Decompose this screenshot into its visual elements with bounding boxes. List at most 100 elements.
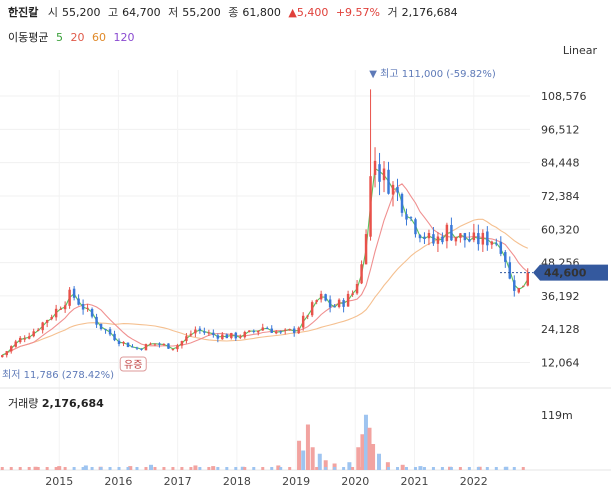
volume-bar (332, 463, 337, 470)
candle-body (194, 329, 197, 334)
candle-body (45, 320, 49, 323)
volume-bar (261, 467, 265, 470)
x-tick-label: 2015 (45, 475, 73, 488)
candle-body (81, 304, 85, 310)
volume-bar (356, 447, 361, 470)
candle-body (32, 331, 35, 337)
candle-body (522, 285, 525, 287)
volume-bar (310, 447, 315, 470)
candle-body (279, 331, 282, 333)
volume-panel-label: 거래량 (8, 397, 39, 410)
volume-bar (234, 467, 238, 470)
candle-body (189, 333, 193, 336)
volume-bar (180, 467, 184, 470)
candle-body (288, 328, 291, 330)
candle-body (364, 234, 368, 265)
x-tick-label: 2022 (460, 475, 488, 488)
candle-body (203, 331, 206, 333)
volume-bar (45, 467, 49, 470)
candle-body (270, 328, 273, 333)
volume-bar (503, 467, 507, 470)
candle-body (104, 329, 107, 331)
volume-bar (126, 467, 130, 470)
candle-body (99, 323, 103, 330)
candle-body (126, 342, 130, 348)
volume-bar (418, 466, 423, 470)
volume-bar (216, 467, 220, 470)
moving-average-legend[interactable]: 이동평균 5 20 60 120 (8, 29, 138, 45)
ma-label: 이동평균 (8, 31, 49, 44)
volume-bar (9, 467, 13, 470)
volume-bar (387, 467, 391, 470)
volume-bar (117, 467, 121, 470)
candle-body (261, 327, 264, 331)
ma20-line (1, 183, 529, 356)
volume-bar (467, 467, 471, 470)
volume-bar (324, 467, 328, 470)
y-tick-label: 96,512 (541, 123, 580, 136)
volume-bar (413, 467, 417, 470)
close-value: 61,800 (242, 6, 281, 19)
candle-body (266, 328, 269, 330)
volume-bar (225, 467, 229, 470)
volume-bar (305, 424, 310, 470)
candle-body (27, 336, 31, 339)
volume-bar (83, 465, 88, 470)
candle-body (513, 280, 516, 291)
event-marker-label: 유증 (124, 359, 142, 371)
change-percent: +9.57% (335, 6, 380, 19)
volume-bar (240, 466, 245, 470)
candle-body (1, 355, 4, 358)
volume-bar (458, 467, 462, 470)
volume-bar (369, 467, 373, 470)
candle-body (216, 335, 220, 339)
volume-bar (63, 467, 67, 470)
current-price-label: 44,600 (544, 267, 587, 280)
candle-body (122, 341, 125, 344)
candle-body (508, 262, 512, 279)
candle-body (5, 351, 8, 356)
candle-body (495, 243, 498, 245)
volume-bar (404, 467, 408, 470)
ma60-legend: 60 (91, 31, 106, 44)
volume-bar (323, 460, 328, 470)
y-tick-label: 108,576 (541, 90, 587, 103)
volume-bar (396, 467, 399, 470)
candle-body (490, 241, 494, 245)
x-tick-label: 2018 (223, 475, 251, 488)
candle-body (337, 299, 341, 308)
candle-body (436, 236, 440, 244)
candle-body (301, 315, 305, 328)
candle-body (346, 293, 350, 307)
candle-body (441, 236, 444, 243)
volume-bar (279, 467, 283, 470)
candle-body (450, 224, 453, 241)
x-tick-label: 2021 (401, 475, 429, 488)
candle-body (252, 330, 256, 332)
candle-body (297, 327, 300, 334)
volume-bar (521, 467, 525, 470)
volume-bar (385, 462, 390, 470)
volume-bar (512, 467, 516, 470)
scale-toggle[interactable]: Linear (562, 44, 597, 57)
candle-body (59, 308, 62, 310)
high-value: 64,700 (122, 6, 161, 19)
x-tick-label: 2019 (282, 475, 310, 488)
ma20-legend: 20 (70, 31, 85, 44)
volume-bar (422, 467, 426, 470)
volume-bar (81, 467, 85, 470)
ma5-legend: 5 (55, 31, 63, 44)
volume-bar (306, 467, 310, 470)
volume-bar (0, 467, 4, 470)
volume-bar (54, 467, 58, 470)
volume-bar (90, 467, 94, 470)
candle-body (212, 332, 215, 336)
candle-body (234, 332, 238, 339)
volume-bar (476, 467, 480, 470)
y-tick-label: 24,128 (541, 323, 580, 336)
volume-bar (347, 462, 352, 470)
volume-bar (108, 467, 112, 470)
candle-body (423, 236, 426, 240)
event-marker-box (119, 356, 147, 372)
